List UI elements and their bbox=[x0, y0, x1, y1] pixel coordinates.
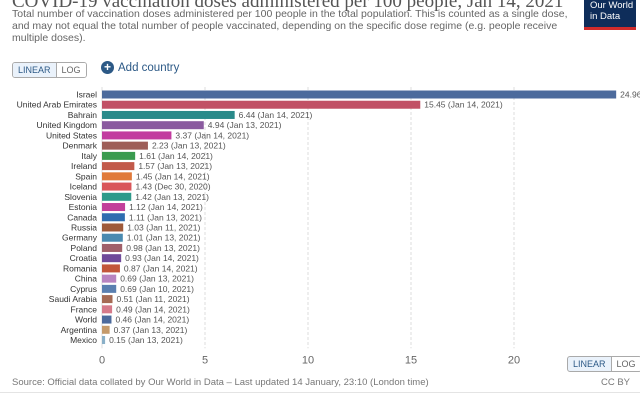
value-label: 1.43 (Dec 30, 2020) bbox=[135, 182, 210, 192]
category-label: Spain bbox=[75, 171, 97, 181]
owid-logo[interactable]: Our World in Data bbox=[584, 0, 636, 30]
value-label: 6.44 (Jan 14, 2021) bbox=[239, 110, 313, 120]
value-label: 0.69 (Jan 13, 2021) bbox=[120, 274, 194, 284]
value-label: 1.42 (Jan 13, 2021) bbox=[135, 192, 209, 202]
category-label: United Arab Emirates bbox=[17, 100, 97, 110]
add-country-label: Add country bbox=[118, 61, 180, 74]
value-label: 2.23 (Jan 13, 2021) bbox=[152, 141, 226, 151]
bar bbox=[102, 274, 117, 283]
value-label: 0.51 (Jan 11, 2021) bbox=[117, 294, 190, 304]
category-label: China bbox=[75, 274, 97, 284]
category-label: Croatia bbox=[70, 253, 98, 263]
category-label: United States bbox=[46, 130, 97, 140]
bar bbox=[102, 131, 172, 140]
bottom-scale-toggle: LINEAR LOG bbox=[567, 356, 640, 372]
category-label: France bbox=[71, 304, 98, 314]
bar-chart: 0 5 10 15 20 Israel 24.96 (Jan 14, 2021) United… bbox=[17, 87, 640, 366]
linear-scale-button[interactable]: LINEAR bbox=[13, 63, 57, 77]
value-label: 0.93 (Jan 14, 2021) bbox=[125, 253, 199, 263]
value-label: 0.87 (Jan 14, 2021) bbox=[124, 263, 198, 273]
category-label: Poland bbox=[71, 243, 98, 253]
category-label: Estonia bbox=[69, 202, 98, 212]
bar bbox=[102, 213, 125, 222]
bar bbox=[102, 325, 110, 334]
bar bbox=[102, 243, 123, 252]
value-label: 1.03 (Jan 11, 2021) bbox=[127, 222, 200, 232]
log-scale-button[interactable]: LOG bbox=[56, 63, 86, 77]
value-label: 3.37 (Jan 14, 2021) bbox=[175, 130, 249, 140]
category-label: Romania bbox=[63, 263, 97, 273]
category-label: Mexico bbox=[70, 335, 97, 345]
add-country-button[interactable]: + Add country bbox=[101, 61, 179, 74]
value-label: 1.45 (Jan 14, 2021) bbox=[136, 171, 210, 181]
timeline-bar[interactable] bbox=[0, 392, 640, 401]
chart-subtitle: Total number of vaccination doses admini… bbox=[12, 8, 568, 44]
value-label: 0.49 (Jan 14, 2021) bbox=[116, 304, 190, 314]
bar bbox=[102, 192, 132, 201]
value-label: 1.11 (Jan 13, 2021) bbox=[129, 212, 202, 222]
bar bbox=[102, 90, 617, 99]
scale-toggle: LINEAR LOG bbox=[12, 62, 87, 78]
value-label: 0.69 (Jan 10, 2021) bbox=[120, 284, 194, 294]
bar bbox=[102, 254, 122, 263]
x-tick-label: 0 bbox=[99, 354, 105, 366]
category-label: Canada bbox=[67, 212, 97, 222]
bar bbox=[102, 264, 120, 273]
value-label: 1.01 (Jan 13, 2021) bbox=[127, 233, 201, 243]
logo-line-1: Our World bbox=[590, 0, 634, 11]
x-tick-label: 5 bbox=[202, 354, 208, 366]
x-tick-label: 20 bbox=[508, 354, 520, 366]
bar bbox=[102, 121, 204, 130]
bar bbox=[102, 315, 112, 324]
category-label: Iceland bbox=[70, 182, 98, 192]
category-label: Ireland bbox=[71, 161, 97, 171]
bottom-log-scale-button[interactable]: LOG bbox=[611, 356, 640, 372]
value-label: 24.96 (Jan 14, 2021) bbox=[620, 90, 640, 100]
bar bbox=[102, 151, 136, 160]
bar bbox=[102, 110, 235, 119]
category-label: Bahrain bbox=[68, 110, 98, 120]
category-label: Slovenia bbox=[64, 192, 97, 202]
bar bbox=[102, 141, 148, 150]
source-note: Source: Official data collated by Our Wo… bbox=[12, 377, 429, 388]
bar bbox=[102, 172, 132, 181]
bar bbox=[102, 284, 117, 293]
category-label: Germany bbox=[62, 233, 98, 243]
value-label: 0.37 (Jan 13, 2021) bbox=[114, 325, 188, 335]
value-label: 0.46 (Jan 14, 2021) bbox=[115, 315, 189, 325]
bar bbox=[102, 336, 106, 345]
value-label: 0.15 (Jan 13, 2021) bbox=[109, 335, 183, 345]
value-label: 15.45 (Jan 14, 2021) bbox=[424, 100, 503, 110]
value-label: 1.57 (Jan 13, 2021) bbox=[138, 161, 212, 171]
category-label: Russia bbox=[71, 222, 97, 232]
x-tick-label: 15 bbox=[405, 354, 417, 366]
bottom-linear-scale-button[interactable]: LINEAR bbox=[567, 356, 612, 372]
category-label: Argentina bbox=[61, 325, 98, 335]
value-label: 1.61 (Jan 14, 2021) bbox=[139, 151, 213, 161]
chart-title: COVID-19 vaccination doses administered … bbox=[12, 0, 564, 12]
value-label: 4.94 (Jan 13, 2021) bbox=[208, 120, 282, 130]
category-label: Cyprus bbox=[70, 284, 97, 294]
category-label: United Kingdom bbox=[37, 120, 97, 130]
category-label: Saudi Arabia bbox=[49, 294, 97, 304]
category-label: Israel bbox=[76, 90, 97, 100]
bar bbox=[102, 295, 113, 304]
bar bbox=[102, 100, 421, 109]
logo-line-2: in Data bbox=[590, 11, 621, 22]
category-label: World bbox=[75, 315, 97, 325]
bar bbox=[102, 305, 113, 314]
plus-circle-icon: + bbox=[101, 61, 114, 74]
bar bbox=[102, 182, 132, 191]
bar bbox=[102, 223, 124, 232]
bar bbox=[102, 233, 123, 242]
category-label: Italy bbox=[81, 151, 97, 161]
bar bbox=[102, 203, 126, 212]
value-label: 0.98 (Jan 13, 2021) bbox=[126, 243, 200, 253]
x-tick-label: 10 bbox=[302, 354, 314, 366]
license-link[interactable]: CC BY bbox=[600, 377, 630, 388]
bar bbox=[102, 162, 135, 171]
category-label: Denmark bbox=[63, 141, 98, 151]
value-label: 1.12 (Jan 14, 2021) bbox=[129, 202, 203, 212]
